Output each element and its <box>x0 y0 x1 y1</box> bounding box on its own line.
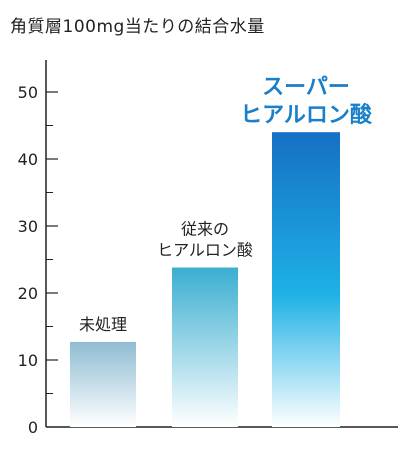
bar-2 <box>172 267 238 427</box>
category-label: 未処理 <box>79 315 127 334</box>
y-tick-label: 40 <box>18 150 38 169</box>
category-label: スーパー <box>262 75 350 100</box>
bar-3 <box>272 132 340 427</box>
y-tick-label: 50 <box>18 83 38 102</box>
y-tick-label: 20 <box>18 284 38 303</box>
category-label: 従来の <box>181 220 229 239</box>
axis-group: 0 10 20 30 40 50 <box>18 60 398 437</box>
y-tick-label: 10 <box>18 351 38 370</box>
y-tick-label: 30 <box>18 217 38 236</box>
y-tick-label: 0 <box>28 418 38 437</box>
bar-1 <box>70 341 136 427</box>
category-label: ヒアルロン酸 <box>240 103 373 128</box>
bars-group <box>70 132 340 427</box>
category-label: ヒアルロン酸 <box>157 241 253 260</box>
chart-title: 角質層100mg当たりの結合水量 <box>10 17 265 37</box>
